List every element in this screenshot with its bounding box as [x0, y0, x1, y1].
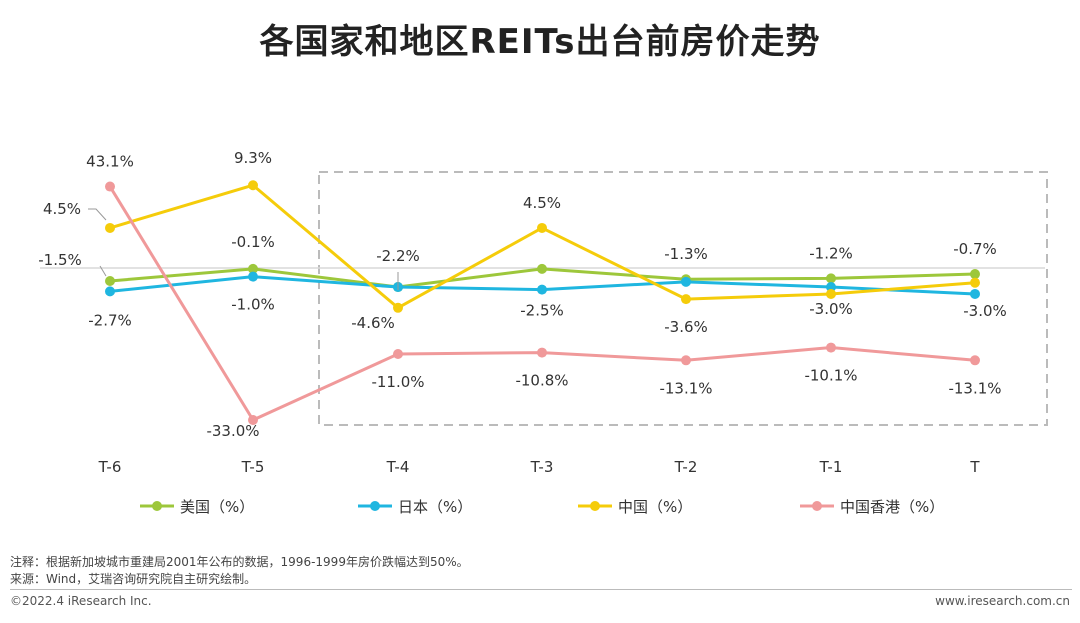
data-point-1-5: [826, 282, 836, 293]
data-point-1-6: [970, 288, 980, 299]
legend-swatch-dot-0: [152, 501, 162, 511]
data-label-2-3: 4.5%: [523, 194, 561, 212]
x-tick-label-5: T-1: [819, 458, 843, 476]
x-tick-label-0: T-6: [98, 458, 122, 476]
data-label-0-4: -1.3%: [664, 245, 708, 263]
data-label-1-0: -2.7%: [88, 311, 132, 329]
data-label-3-4: -13.1%: [659, 379, 712, 397]
data-label-0-0: -1.5%: [38, 251, 82, 269]
data-point-1-3: [537, 284, 547, 295]
data-label-3-0: 43.1%: [86, 153, 134, 171]
legend-label-0: 美国（%）: [180, 498, 254, 516]
legend-label-2: 中国（%）: [618, 498, 692, 516]
data-point-3-3: [537, 347, 547, 358]
data-point-2-0: [105, 222, 115, 233]
legend-label-1: 日本（%）: [398, 498, 472, 516]
data-label-2-0: 4.5%: [43, 200, 81, 218]
data-label-1-1: -1.0%: [231, 296, 275, 314]
data-label-2-4: -3.6%: [664, 318, 708, 336]
highlight-box: [318, 171, 1048, 426]
leader-line-us-t6: [99, 265, 107, 277]
data-label-0-1: -0.1%: [231, 233, 275, 251]
data-label-1-3: -2.5%: [520, 302, 564, 320]
data-label-3-2: -11.0%: [371, 373, 424, 391]
data-point-3-1: [248, 415, 258, 425]
data-point-2-2: [393, 302, 403, 313]
chart-note: 注释：根据新加坡城市重建局2001年公布的数据，1996-1999年房价跌幅达到…: [10, 555, 469, 569]
data-label-3-6: -13.1%: [948, 379, 1001, 397]
leader-line-china-t6: [88, 208, 107, 221]
line-chart: -1.5% -0.1% -2.2% -1.3% -1.2% -0.7% -2.7% -1.0%…: [38, 149, 1048, 516]
data-point-2-5: [826, 288, 836, 299]
x-tick-label-6: T: [969, 458, 980, 476]
data-point-0-0: [105, 275, 115, 286]
legend-swatch-dot-2: [590, 501, 600, 511]
data-label-3-3: -10.8%: [515, 372, 568, 390]
legend-label-3: 中国香港（%）: [840, 498, 944, 516]
data-label-2-1: 9.3%: [234, 149, 272, 167]
data-point-0-5: [826, 273, 836, 284]
data-point-0-3: [537, 263, 547, 274]
x-tick-label-2: T-4: [386, 458, 410, 476]
data-label-1-6: -3.0%: [963, 302, 1007, 320]
data-point-2-1: [248, 180, 258, 191]
legend-swatch-dot-1: [370, 501, 380, 511]
x-tick-label-3: T-3: [530, 458, 554, 476]
legend-swatch-dot-3: [812, 501, 822, 511]
data-label-2-5: -3.0%: [809, 300, 853, 318]
chart-title: 各国家和地区REITs出台前房价走势: [259, 22, 821, 62]
x-tick-label-4: T-2: [674, 458, 698, 476]
data-label-2-2: -4.6%: [351, 314, 395, 332]
data-point-1-4: [681, 276, 691, 287]
data-point-2-4: [681, 294, 691, 305]
data-label-0-2: -2.2%: [376, 247, 420, 265]
chart-source: 来源：Wind，艾瑞咨询研究院自主研究绘制。: [10, 572, 257, 586]
website-link[interactable]: www.iresearch.com.cn: [935, 594, 1070, 608]
data-point-3-4: [681, 355, 691, 366]
data-label-3-5: -10.1%: [804, 367, 857, 385]
data-point-2-3: [537, 222, 547, 233]
data-point-1-0: [105, 286, 115, 297]
data-point-1-1: [248, 271, 258, 282]
copyright: ©2022.4 iResearch Inc.: [10, 594, 152, 608]
footer-divider: [10, 589, 1072, 590]
data-label-0-6: -0.7%: [953, 240, 997, 258]
data-point-3-5: [826, 342, 836, 353]
data-point-2-6: [970, 277, 980, 288]
data-point-3-6: [970, 355, 980, 366]
data-label-0-5: -1.2%: [809, 244, 853, 262]
data-point-3-0: [105, 181, 115, 192]
data-point-0-1: [248, 263, 258, 274]
data-label-3-1: -33.0%: [206, 422, 259, 440]
data-point-0-6: [970, 269, 980, 280]
x-tick-label-1: T-5: [241, 458, 265, 476]
data-point-3-2: [393, 349, 403, 360]
